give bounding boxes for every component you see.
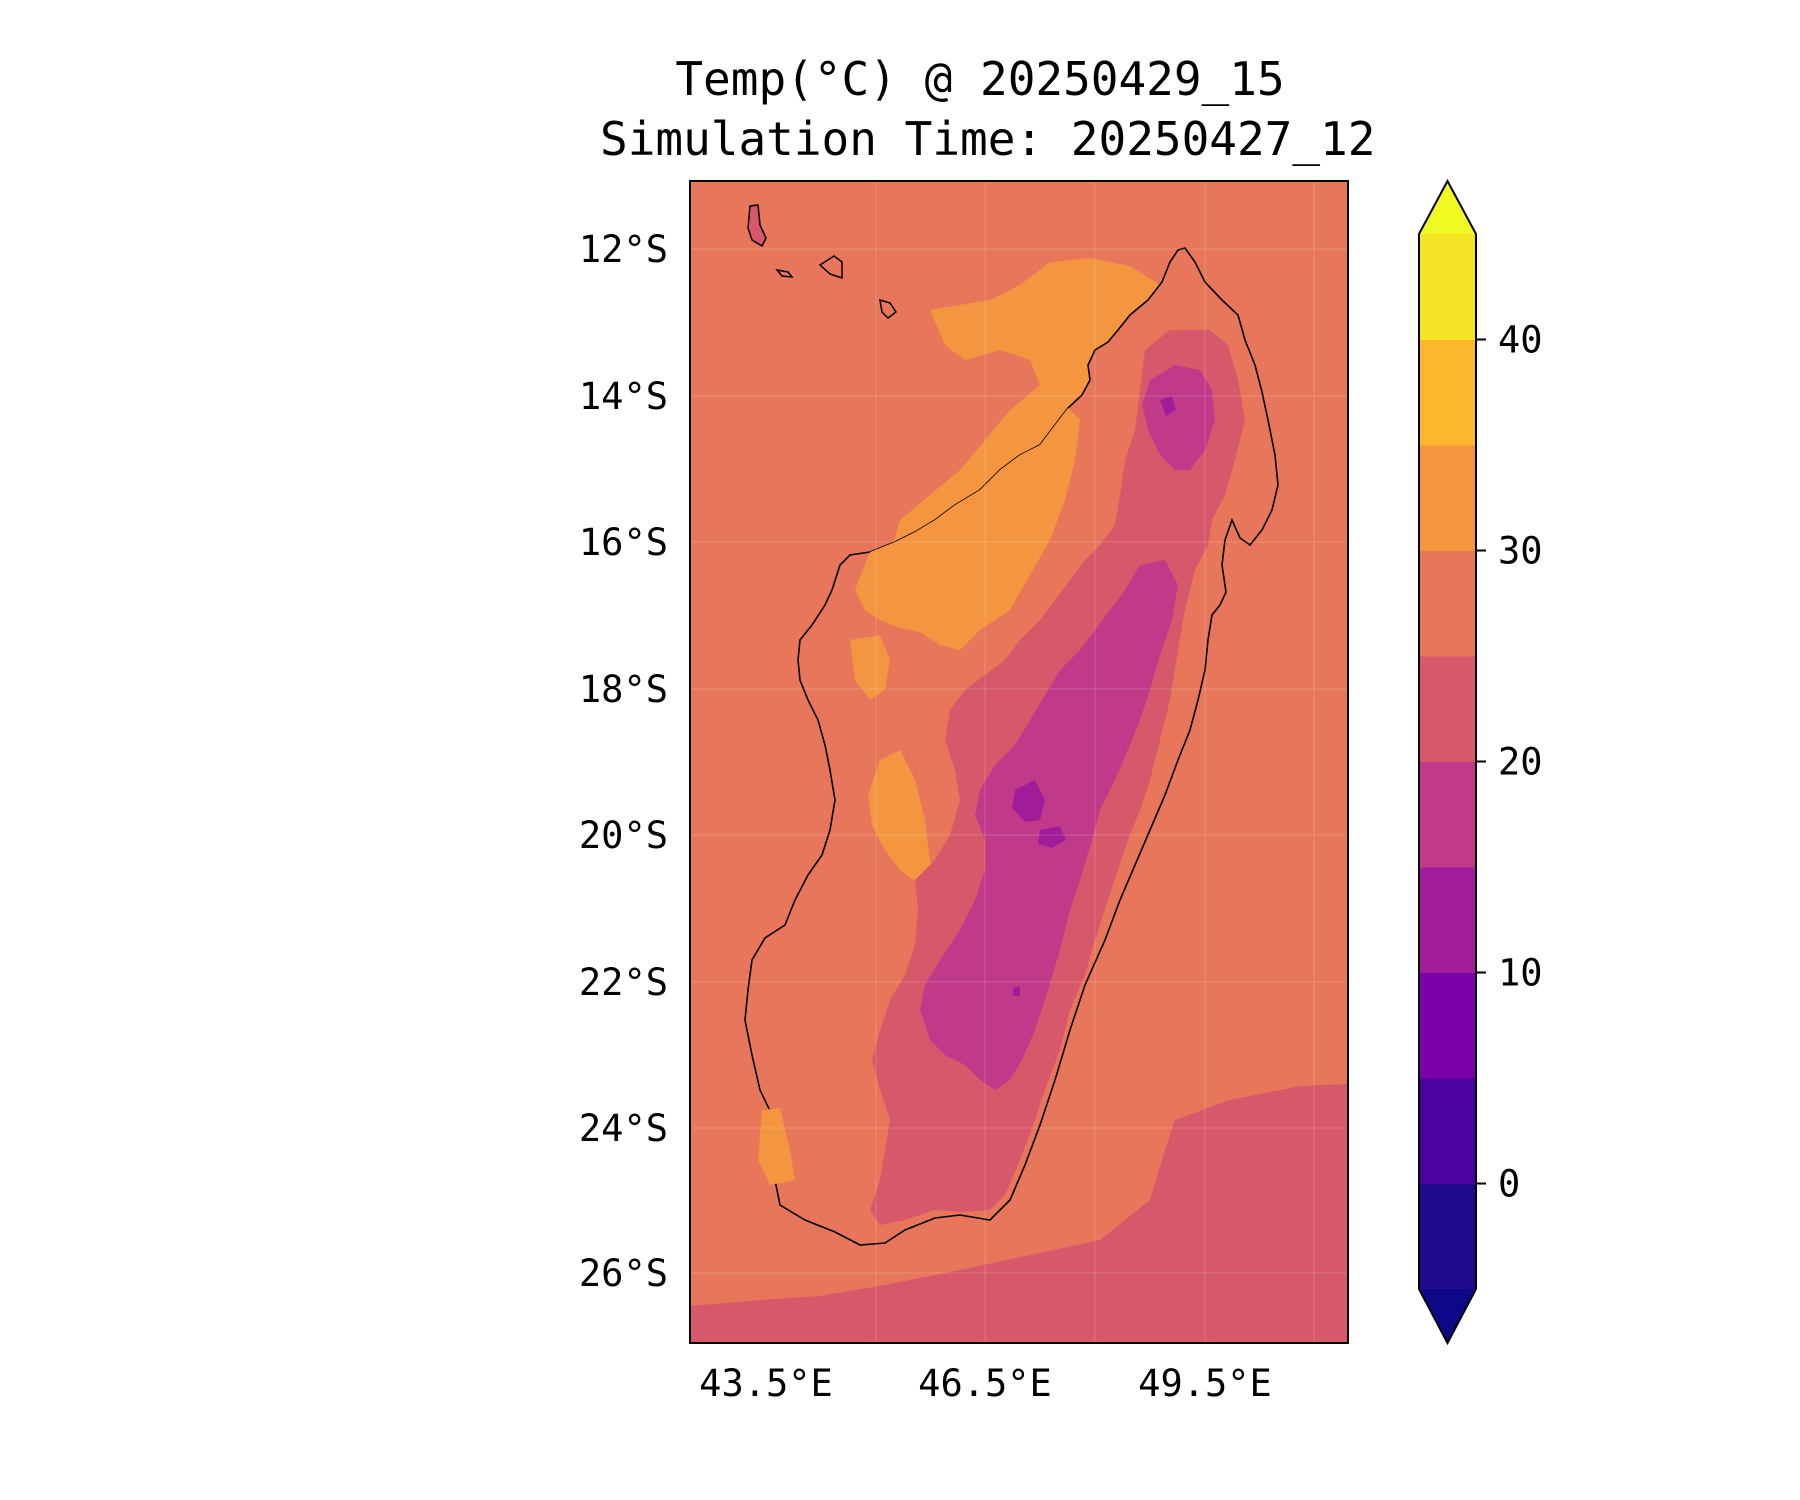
lon-axis: 43.5°E 46.5°E 49.5°E	[699, 1362, 1272, 1405]
lat-tick-label: 18°S	[579, 668, 668, 711]
colorbar-segment	[1419, 972, 1476, 1079]
core-15-20	[1142, 365, 1215, 470]
colorbar-extend-max	[1419, 181, 1476, 234]
island-small-3	[879, 298, 898, 319]
lon-tick-label: 46.5°E	[918, 1362, 1052, 1405]
colorbar-segment	[1419, 550, 1476, 657]
lat-tick-label: 22°S	[579, 961, 668, 1004]
warm-east-spot	[1172, 285, 1200, 315]
core-10-15-d	[1013, 986, 1020, 996]
colorbar-tick-label: 10	[1498, 952, 1543, 995]
lat-tick-label: 20°S	[579, 814, 668, 857]
colorbar-segment	[1419, 234, 1476, 340]
map-gridlines	[690, 181, 1348, 1343]
warm-sw-patch	[758, 1108, 795, 1185]
colorbar-segment	[1419, 445, 1476, 551]
cool-sea-south	[690, 1084, 1348, 1343]
lat-tick-label: 24°S	[579, 1107, 668, 1150]
island-small-1	[775, 268, 794, 278]
title-line-2: Simulation Time: 20250427_12	[600, 112, 1376, 166]
title-line-1: Temp(°C) @ 20250429_15	[675, 52, 1285, 106]
lon-tick-label: 43.5°E	[699, 1362, 833, 1405]
colorbar-extend-min	[1419, 1289, 1476, 1343]
colorbar-segment	[1419, 656, 1476, 762]
core-10-15-a	[1012, 780, 1045, 822]
colorbar-tick-label: 0	[1498, 1163, 1520, 1206]
lat-axis: 12°S 14°S 16°S 18°S 20°S 22°S 24°S 26°S	[579, 228, 668, 1295]
map-frame	[689, 180, 1349, 1344]
colorbar-tick-label: 40	[1498, 319, 1543, 362]
colorbar-segment	[1419, 867, 1476, 973]
warm-west-interior	[855, 408, 1080, 650]
map-panel	[690, 181, 1348, 1343]
lat-tick-label: 16°S	[579, 521, 668, 564]
colorbar-outline	[1418, 178, 1477, 1346]
colorbar-segment	[1419, 1078, 1476, 1184]
lon-tick-label: 49.5°E	[1138, 1362, 1272, 1405]
island-nw	[747, 204, 767, 248]
lat-tick-label: 14°S	[579, 375, 668, 418]
warm-west-patch-2	[850, 635, 890, 700]
warm-plume-north	[890, 258, 1160, 555]
core-10-15-b	[1038, 826, 1066, 848]
warm-west-patch	[868, 750, 935, 885]
colorbar-tick-label: 30	[1498, 530, 1543, 573]
core-10-15-c	[1160, 396, 1176, 416]
core-15-20-central	[920, 560, 1178, 1090]
island-small-2	[818, 255, 843, 280]
lat-tick-label: 26°S	[579, 1252, 668, 1295]
colorbar: 0 10 20 30 40	[1418, 178, 1543, 1346]
colorbar-segment	[1419, 1183, 1476, 1290]
lat-tick-label: 12°S	[579, 228, 668, 271]
colorbar-tick-label: 20	[1498, 741, 1543, 784]
colorbar-segment	[1419, 761, 1476, 868]
colorbar-segment	[1419, 339, 1476, 446]
